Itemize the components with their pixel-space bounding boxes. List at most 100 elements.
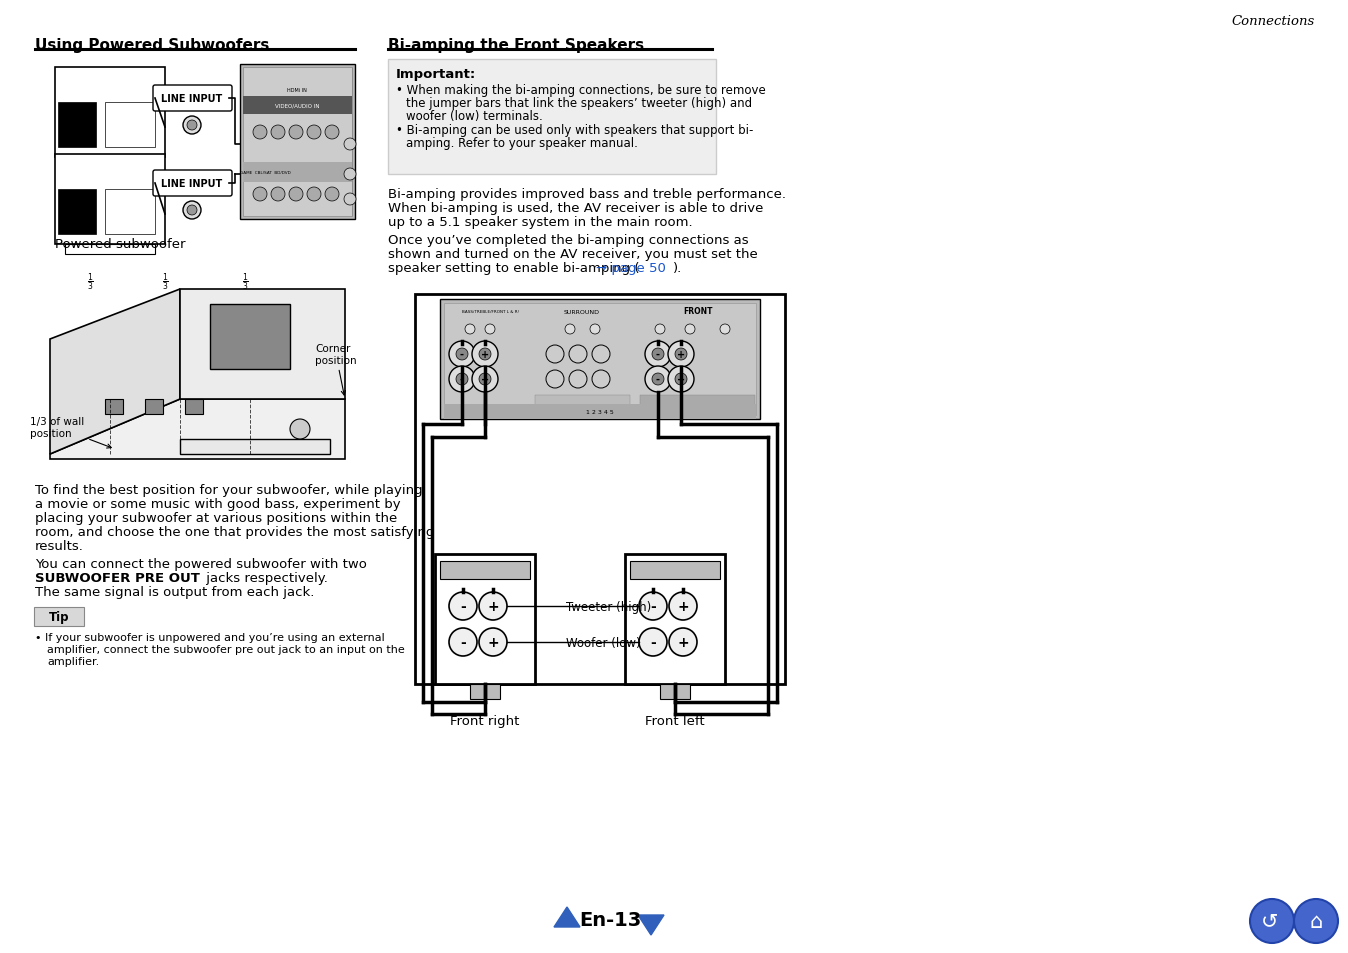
- Bar: [415, 294, 785, 684]
- Bar: [439, 561, 530, 579]
- Bar: [55, 154, 164, 245]
- Text: Bi-amping provides improved bass and treble performance.: Bi-amping provides improved bass and tre…: [388, 188, 786, 201]
- Text: 1 2 3 4 5: 1 2 3 4 5: [586, 410, 613, 416]
- Bar: [470, 684, 500, 700]
- Bar: [443, 405, 756, 419]
- Text: ↺: ↺: [1262, 910, 1279, 930]
- Circle shape: [449, 341, 474, 368]
- Circle shape: [449, 593, 477, 620]
- Text: To find the best position for your subwoofer, while playing: To find the best position for your subwo…: [35, 483, 423, 497]
- Circle shape: [344, 139, 356, 151]
- Circle shape: [590, 325, 600, 335]
- Text: Important:: Important:: [396, 68, 476, 81]
- Text: Corner
position: Corner position: [315, 344, 357, 395]
- Text: -: -: [650, 636, 656, 649]
- Circle shape: [456, 374, 468, 386]
- Bar: [146, 399, 163, 415]
- Circle shape: [546, 371, 563, 389]
- Circle shape: [472, 341, 497, 368]
- Circle shape: [449, 628, 477, 657]
- Text: -: -: [460, 375, 464, 385]
- Text: Front left: Front left: [646, 714, 705, 727]
- Text: The same signal is output from each jack.: The same signal is output from each jack…: [35, 585, 314, 598]
- Bar: [443, 304, 756, 416]
- Text: Tweeter (high): Tweeter (high): [566, 599, 651, 613]
- Text: +: +: [481, 350, 489, 359]
- Text: $\frac{1}{3}$: $\frac{1}{3}$: [86, 271, 93, 293]
- FancyBboxPatch shape: [154, 86, 232, 112]
- Circle shape: [669, 367, 694, 393]
- Circle shape: [288, 126, 303, 140]
- Bar: [210, 305, 290, 370]
- Text: -: -: [460, 350, 464, 359]
- Text: • Bi-amping can be used only with speakers that support bi-: • Bi-amping can be used only with speake…: [396, 124, 754, 137]
- Circle shape: [253, 126, 267, 140]
- Text: Powered subwoofer: Powered subwoofer: [55, 237, 186, 251]
- Polygon shape: [50, 399, 345, 459]
- Circle shape: [325, 188, 338, 202]
- Text: +: +: [487, 636, 499, 649]
- Circle shape: [685, 325, 696, 335]
- Circle shape: [644, 341, 671, 368]
- Circle shape: [479, 593, 507, 620]
- Text: Once you’ve completed the bi-amping connections as: Once you’ve completed the bi-amping conn…: [388, 233, 748, 247]
- Text: ).: ).: [673, 262, 682, 274]
- Bar: [105, 399, 123, 415]
- Text: Bi-amping the Front Speakers: Bi-amping the Front Speakers: [388, 38, 644, 53]
- Text: Woofer (low): Woofer (low): [566, 636, 640, 649]
- Polygon shape: [181, 290, 345, 399]
- Text: -: -: [460, 636, 466, 649]
- Text: +: +: [487, 599, 499, 614]
- Bar: [55, 68, 164, 158]
- Text: amplifier, connect the subwoofer pre out jack to an input on the: amplifier, connect the subwoofer pre out…: [47, 644, 404, 655]
- Circle shape: [344, 193, 356, 206]
- Circle shape: [307, 188, 321, 202]
- Circle shape: [288, 188, 303, 202]
- Bar: [105, 190, 155, 234]
- Circle shape: [449, 367, 474, 393]
- Circle shape: [271, 188, 284, 202]
- Text: +: +: [677, 375, 685, 385]
- Bar: [661, 684, 690, 700]
- Text: BASS/TREBLE/FRONT L & R/: BASS/TREBLE/FRONT L & R/: [461, 310, 519, 314]
- Text: SUBWOOFER PRE OUT: SUBWOOFER PRE OUT: [35, 572, 200, 584]
- Text: LINE INPUT: LINE INPUT: [162, 179, 222, 189]
- Bar: [243, 68, 352, 216]
- Circle shape: [644, 367, 671, 393]
- Text: En-13: En-13: [578, 910, 642, 929]
- Text: HDMi IN: HDMi IN: [287, 88, 307, 92]
- Text: -: -: [656, 350, 661, 359]
- Bar: [240, 65, 355, 220]
- Text: jacks respectively.: jacks respectively.: [202, 572, 328, 584]
- Circle shape: [675, 349, 687, 360]
- Circle shape: [669, 593, 697, 620]
- Polygon shape: [50, 290, 181, 455]
- Bar: [630, 561, 720, 579]
- Circle shape: [485, 325, 495, 335]
- Text: Front right: Front right: [450, 714, 520, 727]
- Circle shape: [472, 367, 497, 393]
- Text: amping. Refer to your speaker manual.: amping. Refer to your speaker manual.: [406, 137, 638, 150]
- Text: +: +: [677, 599, 689, 614]
- Text: SURROUND: SURROUND: [563, 309, 600, 314]
- Text: amplifier.: amplifier.: [47, 657, 100, 666]
- Bar: [243, 163, 352, 183]
- Polygon shape: [638, 915, 665, 935]
- Circle shape: [546, 346, 563, 364]
- Circle shape: [290, 419, 310, 439]
- Circle shape: [307, 126, 321, 140]
- Text: -: -: [650, 599, 656, 614]
- Polygon shape: [181, 439, 330, 455]
- Bar: [65, 158, 155, 168]
- Text: up to a 5.1 speaker system in the main room.: up to a 5.1 speaker system in the main r…: [388, 215, 693, 229]
- Text: → page 50: → page 50: [596, 262, 666, 274]
- Circle shape: [253, 188, 267, 202]
- Circle shape: [569, 346, 586, 364]
- Bar: [439, 299, 760, 419]
- Text: +: +: [677, 350, 685, 359]
- Bar: [535, 395, 630, 416]
- Bar: [65, 245, 155, 254]
- Text: $\frac{1}{3}$: $\frac{1}{3}$: [162, 271, 168, 293]
- Text: a movie or some music with good bass, experiment by: a movie or some music with good bass, ex…: [35, 497, 400, 511]
- Bar: [625, 555, 725, 684]
